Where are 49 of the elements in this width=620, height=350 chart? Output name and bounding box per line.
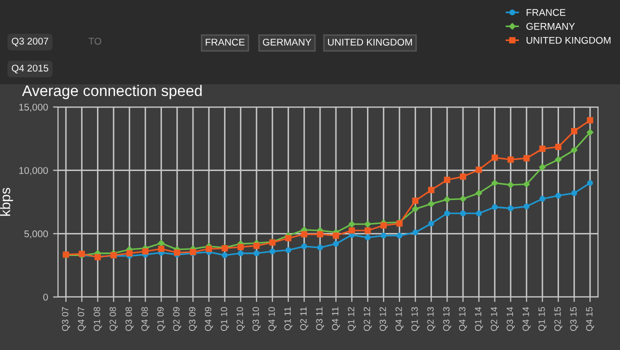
x-tick-label: Q3 15 xyxy=(570,307,578,331)
x-tick-label: Q4 09 xyxy=(204,307,213,331)
x-tick-label: Q2 15 xyxy=(554,307,562,331)
x-tick-label: Q2 11 xyxy=(300,307,308,330)
x-tick-label: Q1 13 xyxy=(411,307,420,331)
y-tick-label: 10,000 xyxy=(19,167,48,176)
x-tick-label: Q1 11 xyxy=(284,307,292,330)
text: FRANCE xyxy=(206,38,245,46)
legend-label: FRANCE xyxy=(526,9,566,16)
x-tick-label: Q3 11 xyxy=(316,307,324,330)
x-tick-label: Q4 13 xyxy=(459,307,468,331)
y-tick-label: 0 xyxy=(43,294,48,301)
x-tick-label: Q4 11 xyxy=(332,307,340,330)
legend-label: GERMANY xyxy=(526,22,575,30)
x-tick-label: Q2 10 xyxy=(236,307,245,331)
x-tick-label: Q1 08 xyxy=(94,307,102,331)
chart-title: Average connection speed xyxy=(22,84,202,100)
text: TO xyxy=(88,38,102,45)
y-tick-label: 15,000 xyxy=(19,104,48,112)
legend-label: UNITED KINGDOM xyxy=(526,36,610,44)
y-tick-label: 5,000 xyxy=(24,230,48,238)
y-axis-title: kbps xyxy=(0,188,13,216)
x-tick-label: Q3 13 xyxy=(443,307,452,331)
x-tick-label: Q4 12 xyxy=(396,307,404,331)
text: GERMANY xyxy=(262,38,312,46)
x-tick-label: Q1 15 xyxy=(538,307,546,331)
x-tick-label: Q4 14 xyxy=(522,306,531,331)
x-tick-label: Q3 10 xyxy=(252,307,261,331)
x-tick-label: Q2 14 xyxy=(490,306,499,331)
x-tick-label: Q3 14 xyxy=(506,306,515,331)
text: Q4 2015 xyxy=(12,64,48,74)
x-tick-label: Q4 10 xyxy=(268,307,276,331)
text: UNITED KINGDOM xyxy=(328,38,412,46)
x-tick-label: Q2 13 xyxy=(427,307,436,331)
x-tick-label: Q4 15 xyxy=(586,307,594,331)
x-tick-label: Q2 08 xyxy=(110,307,118,331)
x-tick-label: Q1 10 xyxy=(220,307,229,331)
x-tick-label: Q3 09 xyxy=(189,307,198,331)
x-tick-label: Q4 08 xyxy=(141,307,150,331)
x-tick-label: Q3 12 xyxy=(380,307,388,331)
x-tick-label: Q4 07 xyxy=(78,307,86,331)
x-tick-label: Q2 12 xyxy=(364,307,372,331)
text: Q3 2007 xyxy=(12,38,48,46)
x-tick-label: Q2 09 xyxy=(173,307,182,331)
x-tick-label: Q3 07 xyxy=(62,307,70,331)
x-tick-label: Q1 12 xyxy=(348,307,356,331)
x-tick-label: Q3 08 xyxy=(126,307,134,331)
x-tick-label: Q1 09 xyxy=(157,307,166,331)
x-tick-label: Q1 14 xyxy=(474,306,483,331)
